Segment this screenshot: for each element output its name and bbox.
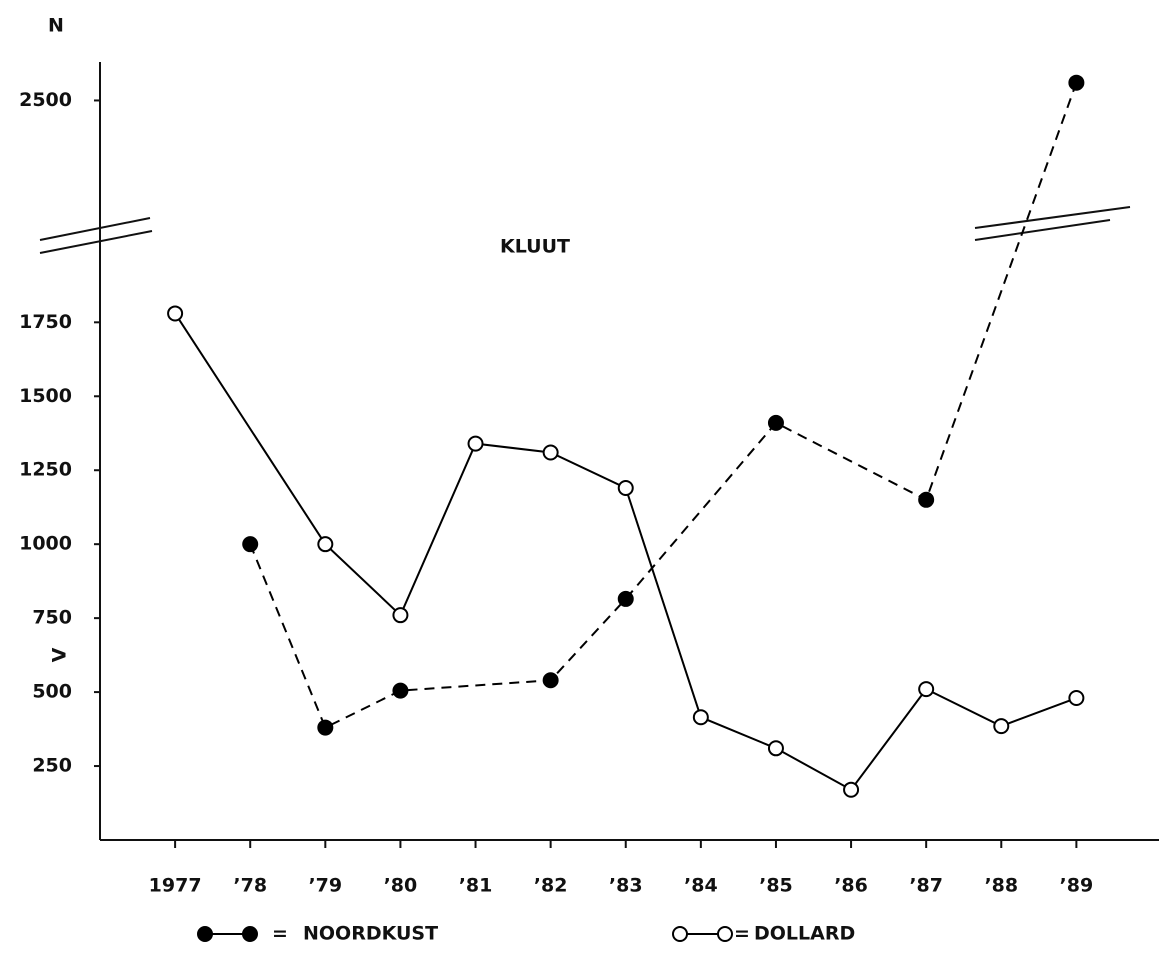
axis-break: [39, 206, 1131, 254]
x-tick-label: ’86: [834, 875, 868, 897]
legend-marker: [672, 926, 688, 942]
data-point: [317, 719, 334, 736]
y-tick-label: 1750: [19, 311, 72, 333]
data-point: [692, 709, 709, 726]
data-point: [617, 590, 634, 607]
x-tick-label: ’88: [984, 875, 1018, 897]
x-tick-label: ’89: [1060, 875, 1094, 897]
data-point: [542, 672, 559, 689]
x-tick-label: 1977: [149, 875, 202, 897]
legend-label: DOLLARD: [754, 923, 855, 945]
x-tick-label: ’79: [308, 875, 342, 897]
legend-label: NOORDKUST: [303, 923, 438, 945]
data-point: [1068, 74, 1085, 91]
x-tick-label: ’78: [233, 875, 267, 897]
x-tick-label: ’87: [909, 875, 943, 897]
legend-separator: =: [734, 923, 750, 945]
y-tick-label: 2500: [19, 89, 72, 111]
data-point: [542, 444, 559, 461]
x-tick-label: ’83: [609, 875, 643, 897]
data-point: [242, 536, 259, 553]
x-tick-label: ’85: [759, 875, 793, 897]
y-tick-label: 500: [32, 681, 72, 703]
data-point: [767, 414, 784, 431]
data-point: [993, 718, 1010, 735]
y-tick-label: 750: [32, 607, 72, 629]
legend-marker: [717, 926, 733, 942]
data-point: [918, 681, 935, 698]
data-point: [392, 607, 409, 624]
data-point: [918, 491, 935, 508]
x-tick-label: ’82: [534, 875, 568, 897]
data-point: [392, 682, 409, 699]
y-tick-label: 1250: [19, 459, 72, 481]
y-tick-label: 1000: [19, 533, 72, 555]
series-line: [174, 312, 1077, 792]
data-point: [767, 740, 784, 757]
y-tick-label: 1500: [19, 385, 72, 407]
y-axis-label: N: [48, 15, 64, 37]
data-point: [317, 536, 334, 553]
data-point: [467, 435, 484, 452]
data-point: [843, 781, 860, 798]
x-tick-label: ’84: [684, 875, 718, 897]
data-point: [1068, 690, 1085, 707]
x-tick-label: ’81: [459, 875, 493, 897]
data-point: [617, 479, 634, 496]
chart-title: KLUUT: [500, 236, 570, 258]
y-tick-label: 250: [32, 755, 72, 777]
data-point: [167, 305, 184, 322]
annotation: V: [49, 647, 71, 662]
legend-separator: =: [272, 923, 288, 945]
legend-marker: [242, 926, 258, 942]
x-tick-label: ’80: [384, 875, 418, 897]
legend-marker: [197, 926, 213, 942]
series-line: [249, 82, 1078, 729]
